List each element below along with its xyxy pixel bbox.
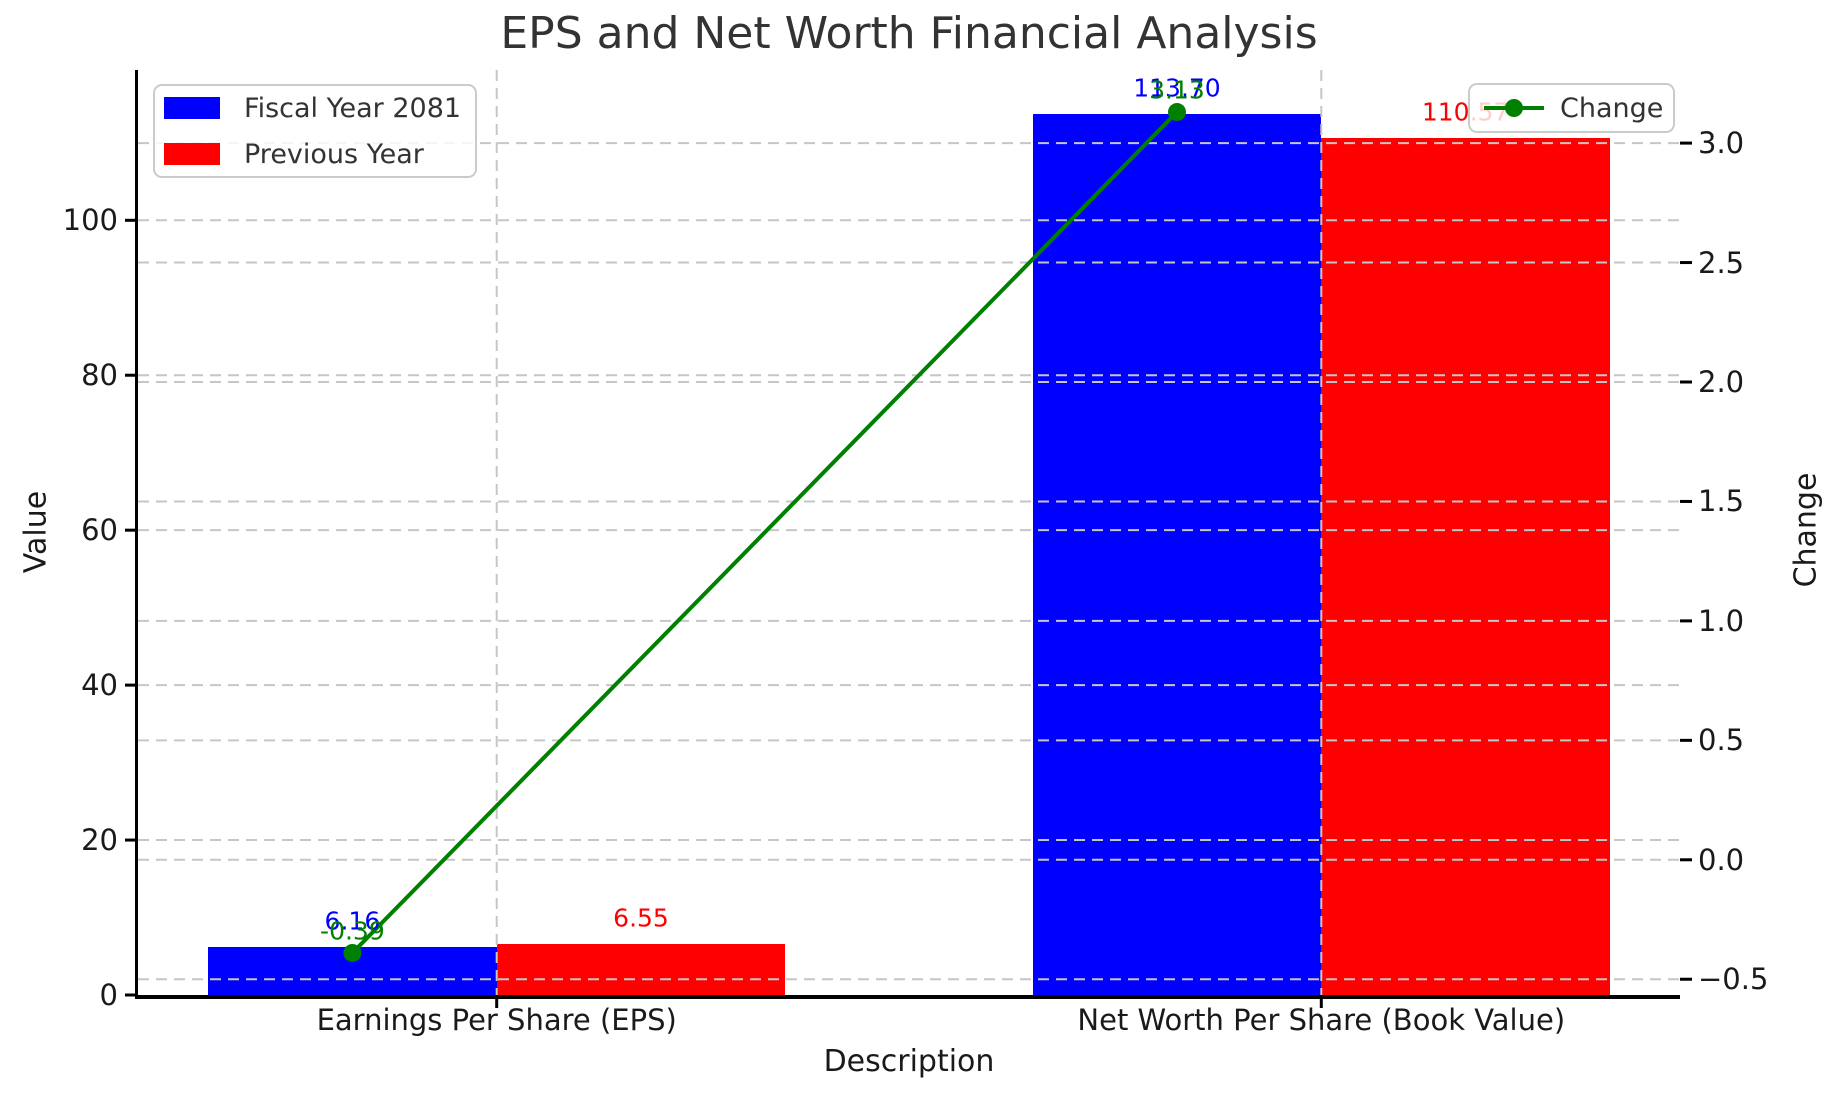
- right-tick-label-1: 1.0: [1698, 603, 1745, 638]
- right-tick-label--0.5: −0.5: [1698, 962, 1769, 997]
- change-value-label-1: 3.13: [1149, 75, 1205, 105]
- change-value-label-0: -0.39: [320, 916, 385, 946]
- left-tick-label-0: 0: [99, 978, 118, 1012]
- right-tick-label-3: 3.0: [1698, 126, 1745, 161]
- legend-change: Change: [1468, 83, 1675, 133]
- legend-label-fiscal-year: Fiscal Year 2081: [244, 92, 462, 124]
- legend-swatch-fiscal-year: [164, 97, 220, 119]
- left-tick-label-20: 20: [81, 823, 118, 858]
- right-tick-label-2.5: 2.5: [1698, 245, 1745, 280]
- left-tick-label-100: 100: [62, 203, 118, 238]
- x-tick-label-0: Earnings Per Share (EPS): [316, 1003, 677, 1037]
- bar-previous-year-0: [496, 944, 786, 995]
- right-tick-label-1.5: 1.5: [1698, 484, 1745, 519]
- right-tick-label-0.5: 0.5: [1698, 723, 1745, 758]
- left-tick-label-60: 60: [81, 513, 118, 548]
- bar-fiscal-year-0: [208, 947, 497, 995]
- left-tick-label-40: 40: [81, 668, 118, 703]
- value-label-previous-year-0: 6.55: [613, 903, 669, 933]
- x-tick-label-1: Net Worth Per Share (Book Value): [1077, 1003, 1566, 1037]
- legend-label-change: Change: [1560, 92, 1664, 124]
- bar-previous-year-1: [1321, 138, 1610, 995]
- legend-line-sample-icon: [1484, 99, 1544, 117]
- value-label-fiscal-year-1: 113.70: [1133, 73, 1221, 103]
- legend-label-previous-year: Previous Year: [244, 138, 424, 170]
- left-tick-label-80: 80: [81, 358, 118, 393]
- legend-swatch-previous-year: [164, 143, 220, 165]
- x-axis-title: Description: [823, 1044, 995, 1079]
- right-tick-label-2: 2.0: [1698, 364, 1745, 399]
- legend-item-fiscal-year: Fiscal Year 2081: [164, 87, 475, 129]
- legend-bars: Fiscal Year 2081 Previous Year: [153, 84, 477, 178]
- bar-fiscal-year-1: [1032, 114, 1322, 995]
- legend-item-previous-year: Previous Year: [164, 133, 475, 175]
- chart-title: EPS and Net Worth Financial Analysis: [500, 8, 1318, 59]
- right-tick-label-0: 0.0: [1698, 842, 1745, 877]
